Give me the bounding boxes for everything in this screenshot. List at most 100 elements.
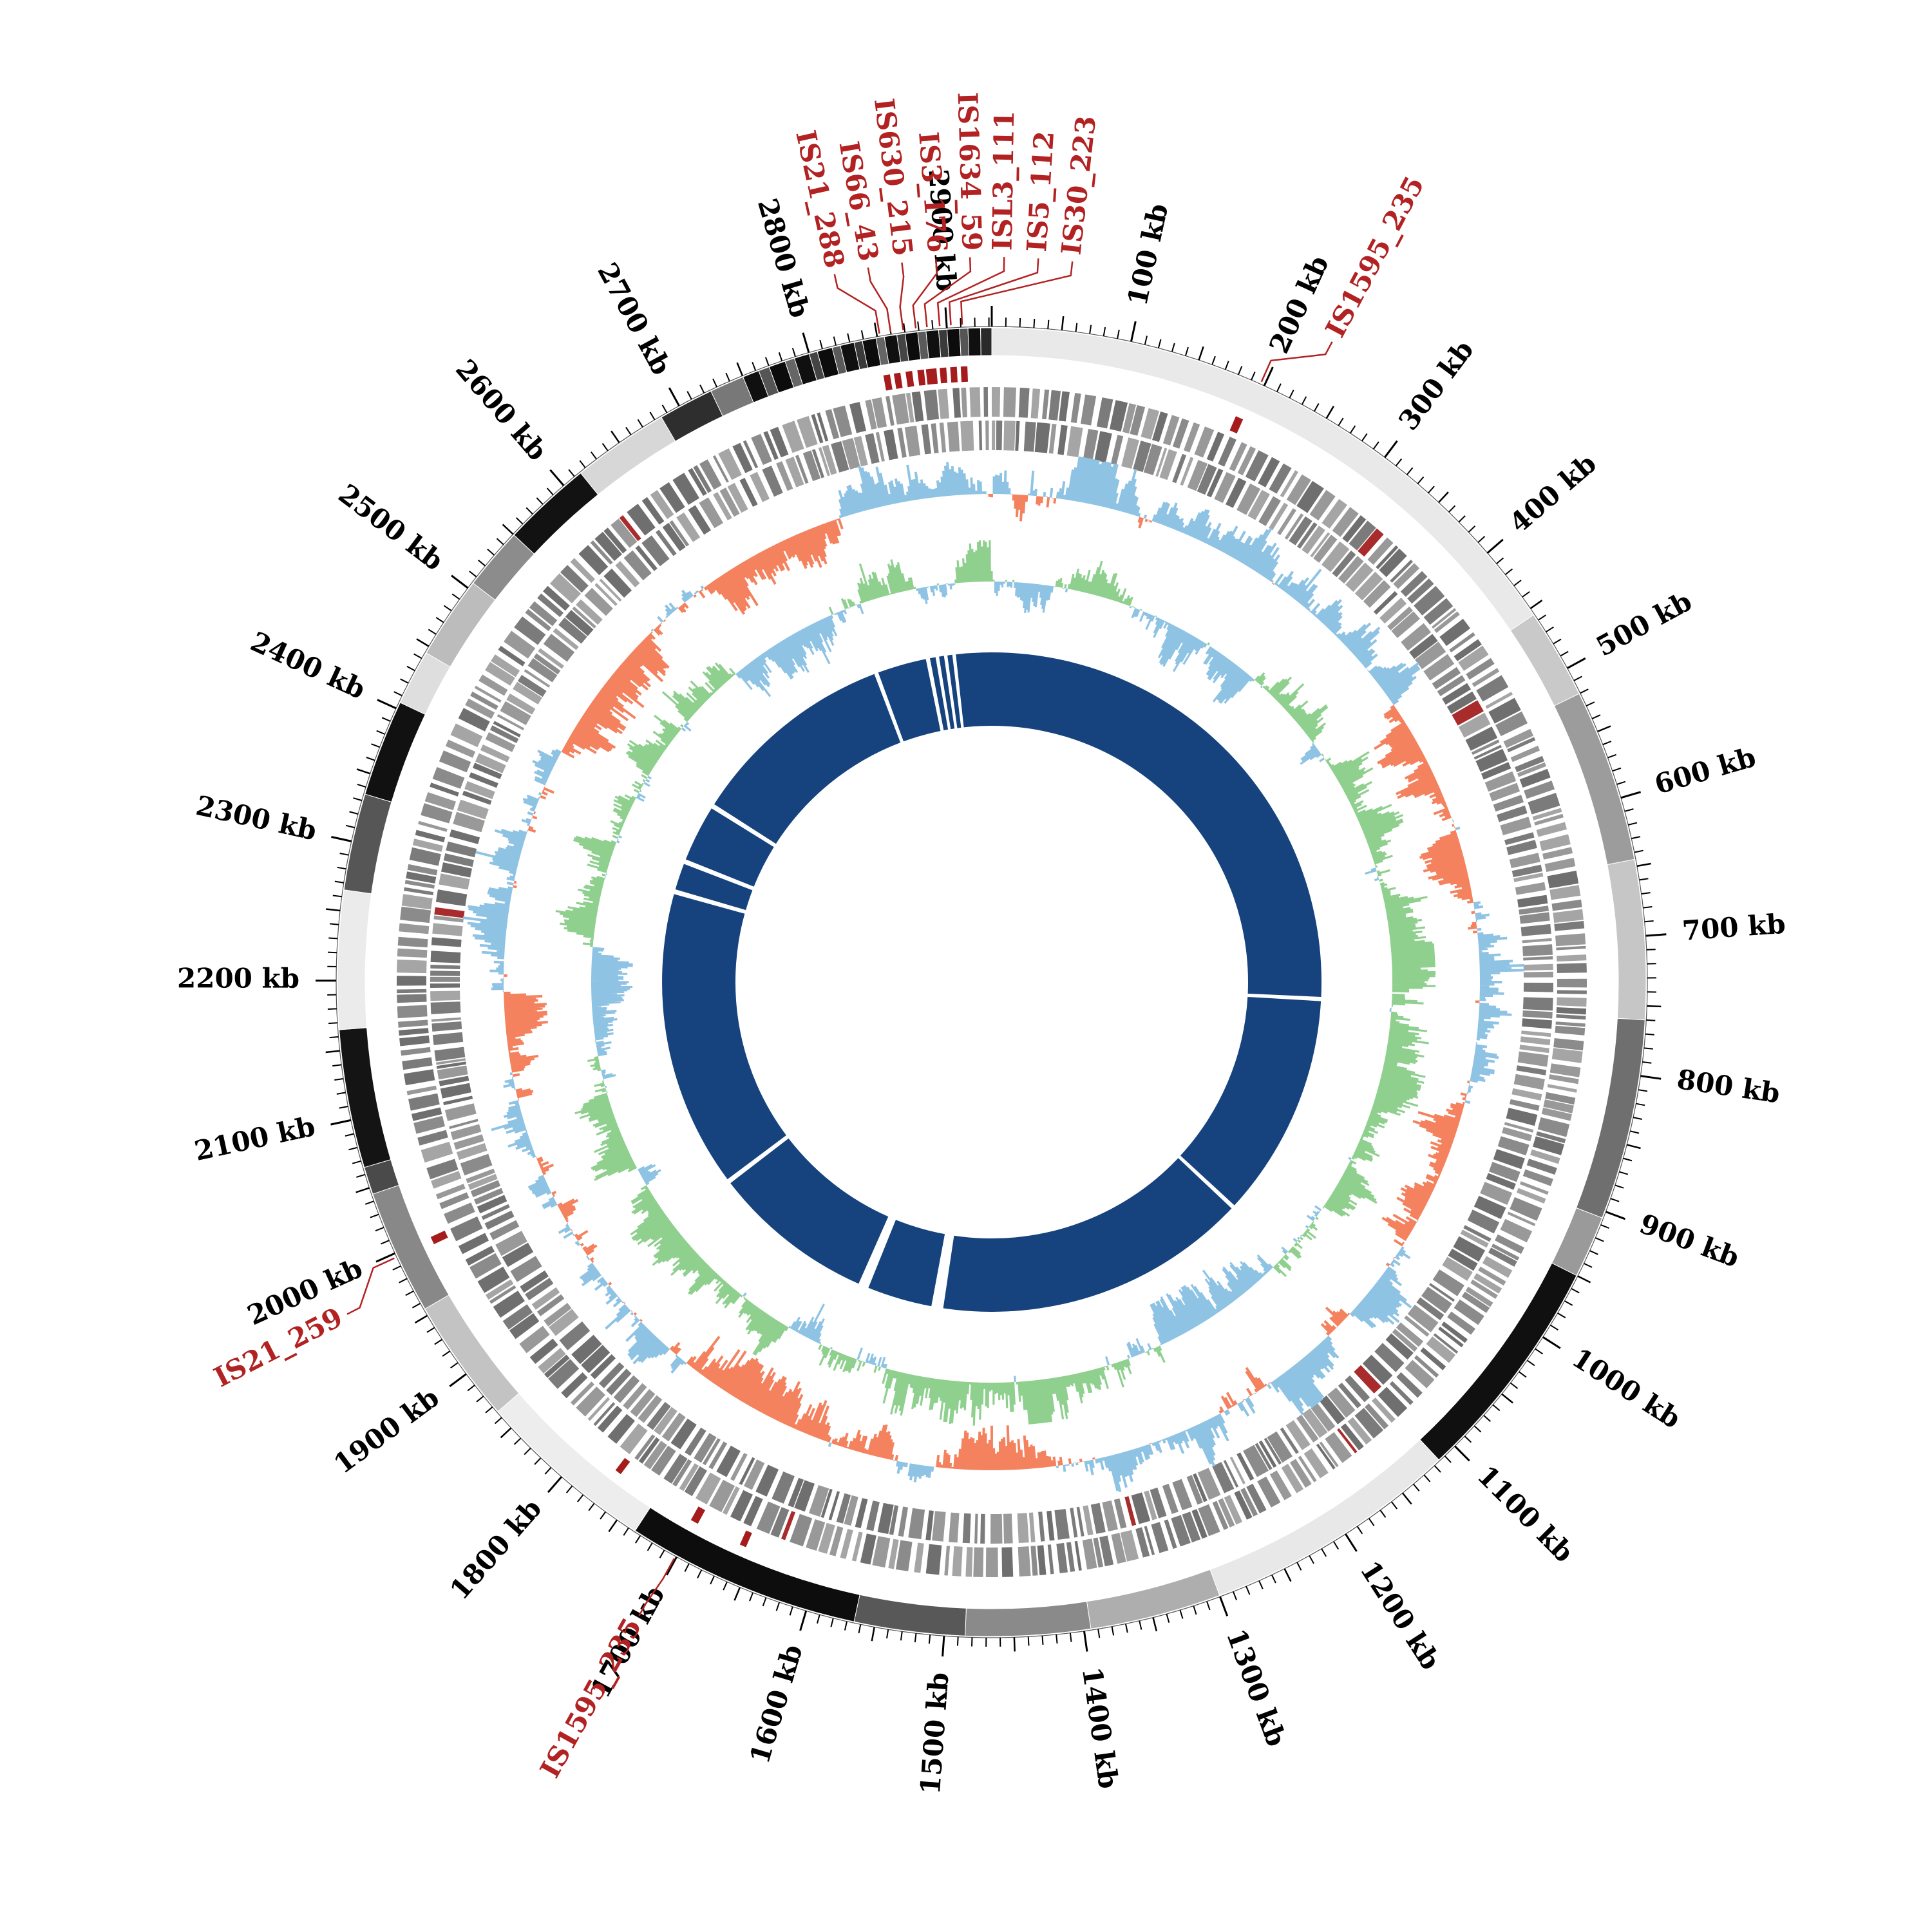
gene-block bbox=[594, 531, 622, 562]
tick-mark bbox=[356, 1173, 366, 1178]
gene-block bbox=[450, 723, 483, 748]
gene-block bbox=[1206, 468, 1224, 498]
gene-block bbox=[441, 862, 472, 878]
gene-block bbox=[543, 585, 570, 611]
gene-block bbox=[475, 753, 506, 773]
gene-block bbox=[413, 1115, 445, 1134]
gene-block bbox=[1409, 634, 1438, 659]
gene-block bbox=[1556, 1007, 1587, 1015]
gene-block bbox=[1416, 1297, 1444, 1321]
gene-block bbox=[1513, 873, 1544, 882]
gene-block bbox=[932, 1511, 946, 1542]
gene-block bbox=[1423, 654, 1455, 681]
gene-block bbox=[502, 1242, 534, 1267]
tick-mark bbox=[1406, 467, 1414, 475]
gene-block bbox=[1415, 641, 1446, 670]
gene-block bbox=[802, 450, 821, 482]
gene-block bbox=[599, 578, 622, 602]
gene-block bbox=[1151, 1522, 1169, 1553]
tick-mark bbox=[1232, 1591, 1238, 1600]
gene-block bbox=[590, 540, 613, 565]
tick-mark bbox=[860, 330, 864, 339]
tick-mark bbox=[1646, 1019, 1656, 1021]
tick-mark bbox=[1492, 1404, 1501, 1412]
gene-block bbox=[520, 1270, 549, 1293]
gene-block bbox=[723, 1486, 740, 1515]
gene-block bbox=[1526, 1159, 1557, 1175]
gene-block bbox=[524, 669, 551, 688]
gene-block bbox=[1120, 1530, 1139, 1562]
gene-block bbox=[1302, 1408, 1328, 1438]
gene-block bbox=[1466, 658, 1495, 680]
gene-block bbox=[1467, 1209, 1500, 1234]
tick-mark bbox=[725, 372, 730, 382]
gene-block bbox=[1511, 1088, 1542, 1101]
gene-block bbox=[430, 951, 461, 963]
tick-mark bbox=[1083, 1631, 1088, 1652]
gene-block bbox=[1475, 748, 1508, 772]
tick-mark bbox=[1549, 1324, 1558, 1331]
gene-block bbox=[952, 388, 961, 418]
gene-block bbox=[431, 1017, 462, 1022]
gene-block bbox=[875, 431, 885, 462]
gene-block bbox=[1460, 1229, 1489, 1248]
gene-block bbox=[1018, 388, 1030, 418]
tick-mark bbox=[1639, 878, 1649, 881]
tick-mark bbox=[1125, 1624, 1128, 1633]
gene-block bbox=[1539, 834, 1571, 851]
gene-block bbox=[1414, 1355, 1439, 1378]
tick-mark bbox=[789, 1606, 793, 1616]
gene-block bbox=[1522, 1018, 1552, 1029]
gene-block bbox=[432, 767, 465, 789]
gene-block bbox=[418, 820, 448, 832]
gene-block bbox=[1309, 489, 1336, 521]
inner-ring-segment bbox=[947, 654, 961, 728]
gene-block bbox=[969, 387, 981, 417]
gene-block bbox=[443, 1095, 473, 1106]
tick-mark bbox=[1130, 321, 1137, 342]
gene-block bbox=[1255, 1443, 1273, 1470]
gene-block bbox=[1544, 858, 1576, 872]
gene-block bbox=[1524, 781, 1555, 799]
gene-block bbox=[676, 512, 701, 542]
gene-block bbox=[1240, 1488, 1258, 1517]
gene-block bbox=[1482, 1256, 1513, 1278]
tick-mark bbox=[903, 323, 906, 333]
gene-block bbox=[1517, 895, 1548, 908]
gene-block bbox=[549, 573, 581, 603]
is-element-label: IS1595_235 bbox=[1319, 171, 1430, 342]
gene-block bbox=[400, 906, 431, 923]
tick-mark bbox=[1644, 920, 1654, 923]
tick-mark bbox=[513, 1437, 522, 1445]
gene-block bbox=[401, 1046, 431, 1056]
tick-mark bbox=[1477, 536, 1486, 544]
gene-block bbox=[1090, 1502, 1106, 1534]
gene-block bbox=[1257, 1476, 1281, 1508]
tick-mark bbox=[1504, 568, 1513, 575]
gene-block bbox=[1345, 562, 1374, 592]
gene-block bbox=[1347, 1417, 1372, 1444]
gene-block bbox=[415, 829, 446, 842]
tick-mark bbox=[434, 1339, 443, 1345]
gene-block bbox=[1048, 390, 1061, 421]
tick-mark bbox=[762, 1597, 767, 1607]
gene-block bbox=[1551, 899, 1582, 911]
is-element-label: IS30_223 bbox=[1055, 114, 1102, 256]
gene-block bbox=[1557, 990, 1587, 994]
tick-mark bbox=[516, 517, 524, 525]
gene-block bbox=[923, 390, 940, 421]
gene-block bbox=[654, 1406, 677, 1435]
tick-mark bbox=[873, 322, 878, 337]
gene-block bbox=[1534, 813, 1564, 826]
gene-block bbox=[1545, 1092, 1576, 1105]
tick-mark bbox=[1612, 767, 1622, 772]
gene-block bbox=[1480, 1182, 1513, 1205]
gene-block bbox=[939, 422, 947, 453]
gene-block bbox=[460, 1153, 493, 1176]
is-leader-line bbox=[346, 1257, 395, 1315]
blue-orange-histogram-track bbox=[462, 456, 1525, 1493]
gene-block bbox=[430, 965, 460, 969]
gene-block bbox=[1519, 768, 1551, 788]
is-leader-line bbox=[936, 257, 1005, 327]
inner-ring-segment bbox=[878, 659, 941, 742]
